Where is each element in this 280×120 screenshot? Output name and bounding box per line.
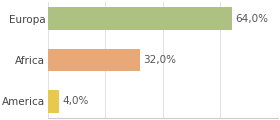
Text: 32,0%: 32,0% — [143, 55, 176, 65]
Text: 64,0%: 64,0% — [235, 14, 268, 24]
Text: 4,0%: 4,0% — [63, 96, 89, 106]
Bar — [48, 90, 59, 113]
Bar — [48, 7, 232, 30]
Bar — [48, 49, 140, 71]
